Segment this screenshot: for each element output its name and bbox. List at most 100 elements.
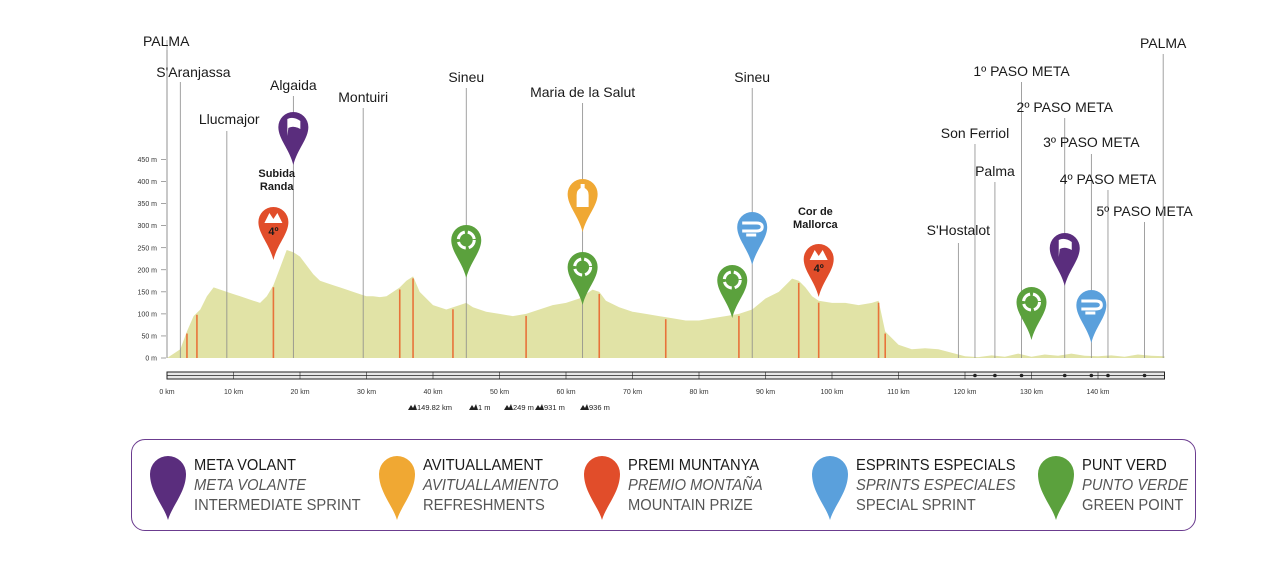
place-label: S'Aranjassa xyxy=(156,64,230,80)
x-tick-label: 90 km xyxy=(756,389,775,396)
x-tick-label: 80 km xyxy=(689,389,708,396)
legend-text-l3: SPECIAL SPRINT xyxy=(856,497,976,514)
place-label: Algaida xyxy=(270,77,317,93)
legend-text-l2: META VOLANTE xyxy=(194,477,307,494)
place-label: PALMA xyxy=(143,33,190,49)
legend-text-l3: INTERMEDIATE SPRINT xyxy=(194,497,361,514)
elevation-stat-icon xyxy=(504,404,513,410)
legend-text-l3: GREEN POINT xyxy=(1082,497,1184,514)
pin-shape xyxy=(717,265,748,318)
stat-value: 1 m xyxy=(478,403,491,412)
y-tick-label: 200 m xyxy=(138,267,158,274)
y-tick-label: 50 m xyxy=(141,333,157,340)
x-tick-label: 20 km xyxy=(290,389,309,396)
place-label: Montuiri xyxy=(338,89,388,105)
mountain-icon xyxy=(580,450,624,522)
elevation-stat-icon xyxy=(580,404,589,410)
legend-text-l1: PUNT VERD xyxy=(1082,457,1167,474)
axis-marker xyxy=(993,373,997,378)
place-label: PALMA xyxy=(1140,35,1187,51)
elevation-profile-chart: 0 m 50 m 100 m 150 m 200 m 250 m 300 m 350 m 400… xyxy=(138,33,1194,412)
legend-box: META VOLANT META VOLANTE INTERMEDIATE SPRI… xyxy=(131,439,1196,531)
place-label: Palma xyxy=(975,163,1015,179)
x-tick-label: 130 km xyxy=(1020,389,1043,396)
stat-value: 149.82 km xyxy=(417,403,452,412)
place-label: Sineu xyxy=(734,69,770,85)
y-tick-label: 0 m xyxy=(145,356,157,363)
y-tick-label: 150 m xyxy=(138,289,158,296)
pin-shape xyxy=(451,225,482,278)
elevation-stat-icon xyxy=(408,404,417,410)
place-label: 2º PASO META xyxy=(1017,99,1114,115)
intermediate-sprint-pin xyxy=(1049,233,1080,286)
x-tick-label: 0 km xyxy=(159,389,174,396)
profile-area xyxy=(167,250,1165,358)
legend-text-l1: ESPRINTS ESPECIALS xyxy=(856,457,1016,474)
flag-icon xyxy=(1058,238,1072,257)
place-label: Son Ferriol xyxy=(941,125,1009,141)
axis-marker xyxy=(973,373,977,378)
x-tick-label: 110 km xyxy=(887,389,910,396)
recycle-icon xyxy=(573,257,593,277)
wind-icon xyxy=(742,221,764,237)
x-tick-label: 30 km xyxy=(357,389,376,396)
bottle-icon xyxy=(576,184,589,207)
pin-shape xyxy=(737,212,768,265)
axis-marker xyxy=(1142,373,1147,378)
mountain-icon xyxy=(264,213,283,223)
x-tick-label: 70 km xyxy=(623,389,642,396)
x-tick-label: 60 km xyxy=(556,389,575,396)
legend-text-l3: MOUNTAIN PRIZE xyxy=(628,497,753,514)
axis-marker xyxy=(1062,373,1067,378)
legend-text-l1: META VOLANT xyxy=(194,457,296,474)
x-tick-label: 40 km xyxy=(423,389,442,396)
place-label: Sineu xyxy=(448,69,484,85)
climb-label: Mallorca xyxy=(793,219,839,231)
legend-text-l2: PREMIO MONTAÑA xyxy=(628,477,763,494)
y-tick-label: 450 m xyxy=(138,157,158,164)
climb-category: 4º xyxy=(268,226,278,238)
axis-marker xyxy=(1019,373,1024,378)
green-point-pin xyxy=(451,225,482,278)
climb-category: 4º xyxy=(814,263,824,275)
pin-shape xyxy=(1049,233,1080,286)
climb-label: Randa xyxy=(260,181,295,193)
mountain-prize-pin: 4º xyxy=(803,244,834,297)
special-sprint-pin xyxy=(737,212,768,265)
refreshments-pin xyxy=(567,179,598,232)
mountain-prize-pin: 4º xyxy=(258,207,289,260)
x-tick-label: 10 km xyxy=(224,389,243,396)
elevation-stat-icon xyxy=(535,404,544,410)
place-label: S'Hostalot xyxy=(927,222,990,238)
x-tick-label: 50 km xyxy=(490,389,509,396)
x-tick-label: 140 km xyxy=(1087,389,1110,396)
axis-marker xyxy=(1106,373,1110,378)
climb-label: Cor de xyxy=(798,206,833,218)
green-point-pin xyxy=(567,252,598,305)
y-tick-label: 100 m xyxy=(138,311,158,318)
green-point-pin xyxy=(717,265,748,318)
elevation-stat-icon xyxy=(469,404,478,410)
pin-shape xyxy=(278,112,309,165)
bottle-icon xyxy=(375,450,419,522)
intermediate-sprint-pin xyxy=(278,112,309,165)
recycle-icon xyxy=(1022,292,1041,312)
place-label: 4º PASO META xyxy=(1060,171,1157,187)
y-tick-label: 400 m xyxy=(138,179,158,186)
legend-text-l2: SPRINTS ESPECIALES xyxy=(856,477,1016,494)
place-label: Llucmajor xyxy=(199,111,260,127)
stat-value: 931 m xyxy=(544,403,565,412)
pin-shape xyxy=(1076,290,1107,343)
x-tick-label: 120 km xyxy=(954,389,977,396)
place-label: 1º PASO META xyxy=(973,63,1070,79)
recycle-icon xyxy=(456,230,476,250)
green-point-pin xyxy=(1016,287,1047,340)
climb-label: Subida xyxy=(258,168,296,180)
wind-icon xyxy=(1081,299,1103,315)
y-tick-label: 250 m xyxy=(138,245,158,252)
recycle-icon xyxy=(1034,450,1078,522)
legend-text-l2: PUNTO VERDE xyxy=(1082,477,1189,494)
place-label: 3º PASO META xyxy=(1043,134,1140,150)
legend-text-l2: AVITUALLAMIENTO xyxy=(423,477,559,494)
y-tick-label: 300 m xyxy=(138,223,158,230)
